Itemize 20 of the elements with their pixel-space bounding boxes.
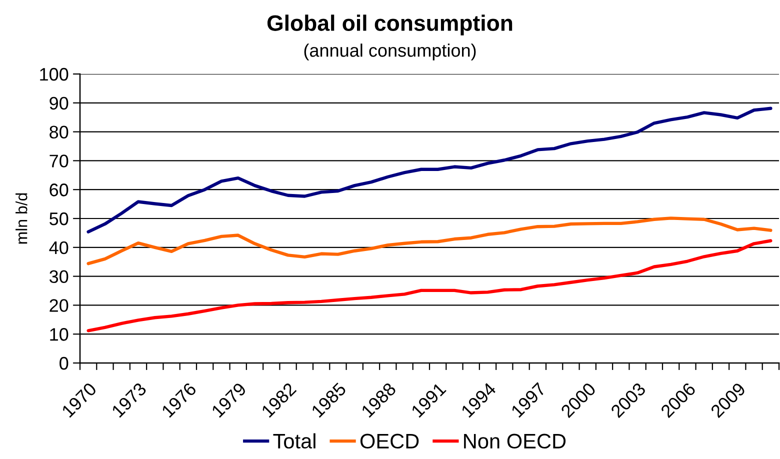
y-tick-label: 40 <box>49 241 68 254</box>
legend-label: OECD <box>360 434 419 449</box>
y-tick-label: 100 <box>40 68 68 81</box>
y-tick-label: 0 <box>60 356 68 370</box>
line-series <box>86 106 772 234</box>
y-axis-title: mln b/d <box>16 193 28 244</box>
y-tick-label: 10 <box>50 328 68 341</box>
legend-label: Non OECD <box>464 434 566 449</box>
y-tick-label: 70 <box>50 154 68 168</box>
line-series <box>86 216 772 266</box>
y-tick-label: 60 <box>50 184 68 196</box>
chart-title: Global oil consumption <box>267 14 512 36</box>
y-tick-label: 20 <box>50 299 68 312</box>
y-tick-label: 80 <box>50 126 68 139</box>
legend-label: Total <box>273 433 316 449</box>
y-tick-label: 30 <box>49 270 68 284</box>
line-series <box>86 239 772 332</box>
y-tick-label: 90 <box>50 96 68 110</box>
y-tick-label: 50 <box>50 212 68 226</box>
chart-subtitle: (annual consumption) <box>304 44 476 60</box>
